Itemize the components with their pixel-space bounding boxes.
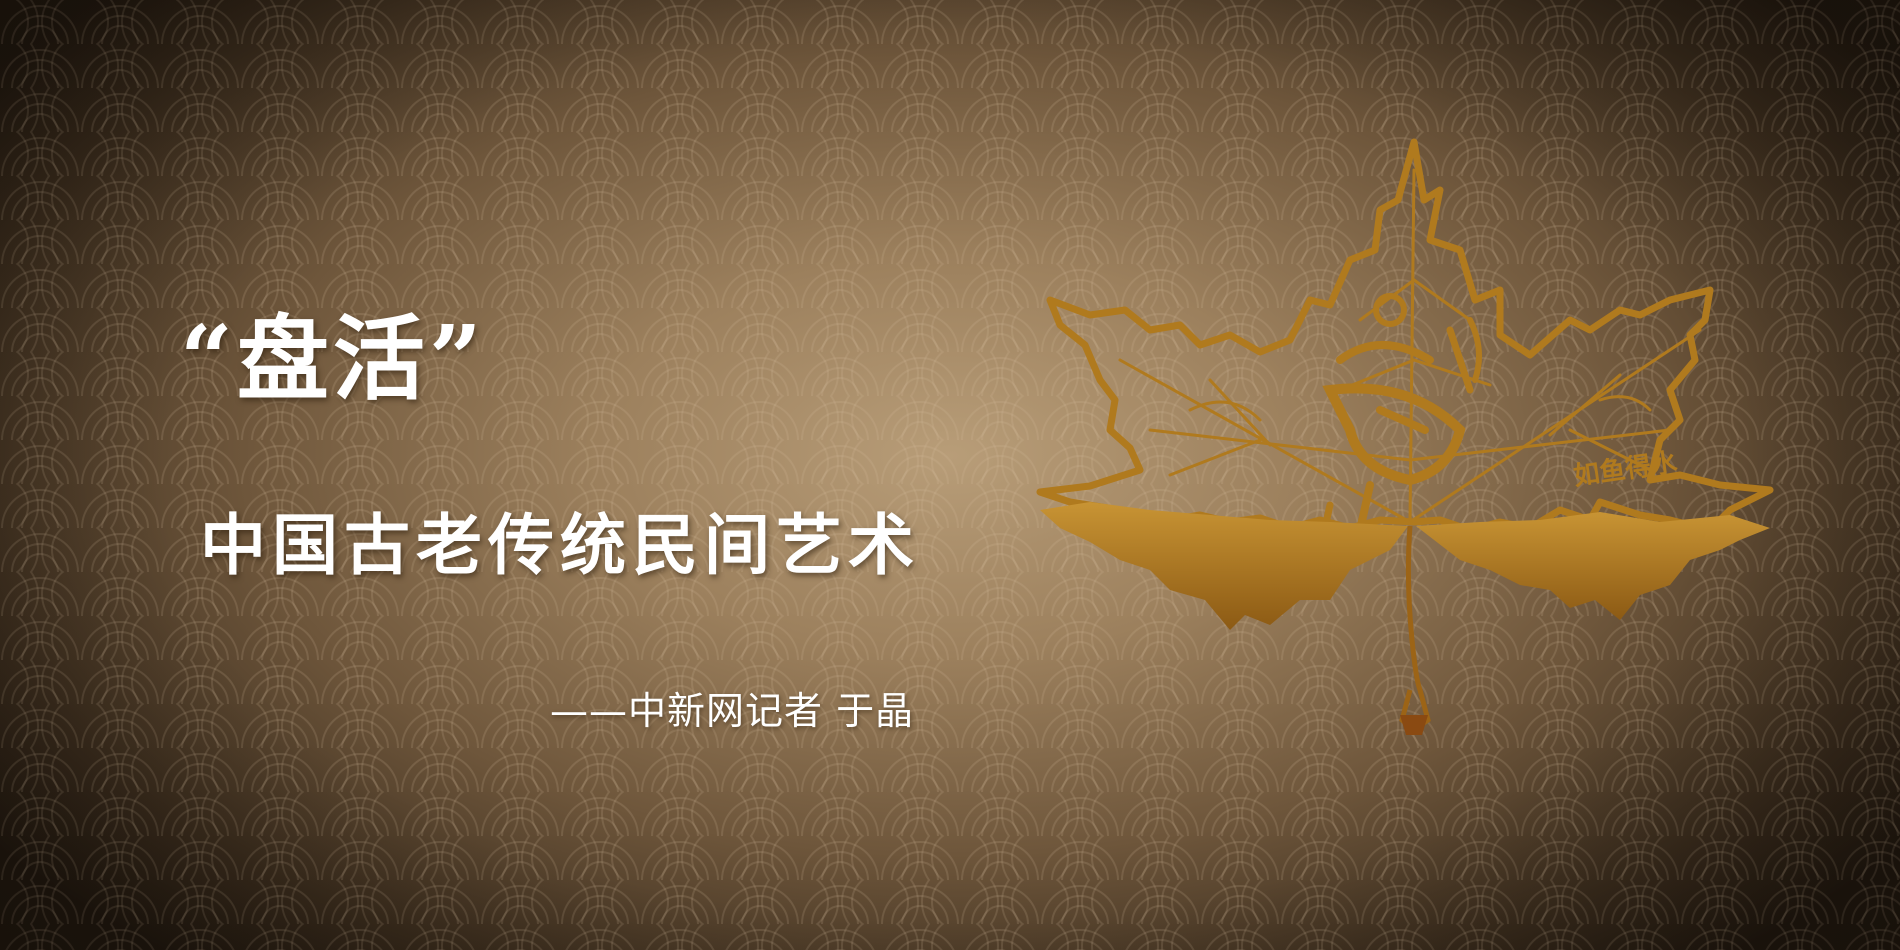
slide-subtitle: 中国古老传统民间艺术	[200, 506, 920, 584]
carved-figure	[1316, 293, 1482, 554]
byline: ——中新网记者 于晶	[550, 689, 915, 733]
leaf-lower-lobes	[1040, 502, 1770, 735]
slide-title: “盘活”	[180, 305, 486, 413]
carved-seal-text: 如鱼得水	[1572, 448, 1680, 492]
leaf-outline	[1036, 138, 1774, 534]
svg-text:如鱼得水: 如鱼得水	[1572, 448, 1680, 492]
carved-maple-leaf-icon: 如鱼得水	[1036, 138, 1774, 735]
